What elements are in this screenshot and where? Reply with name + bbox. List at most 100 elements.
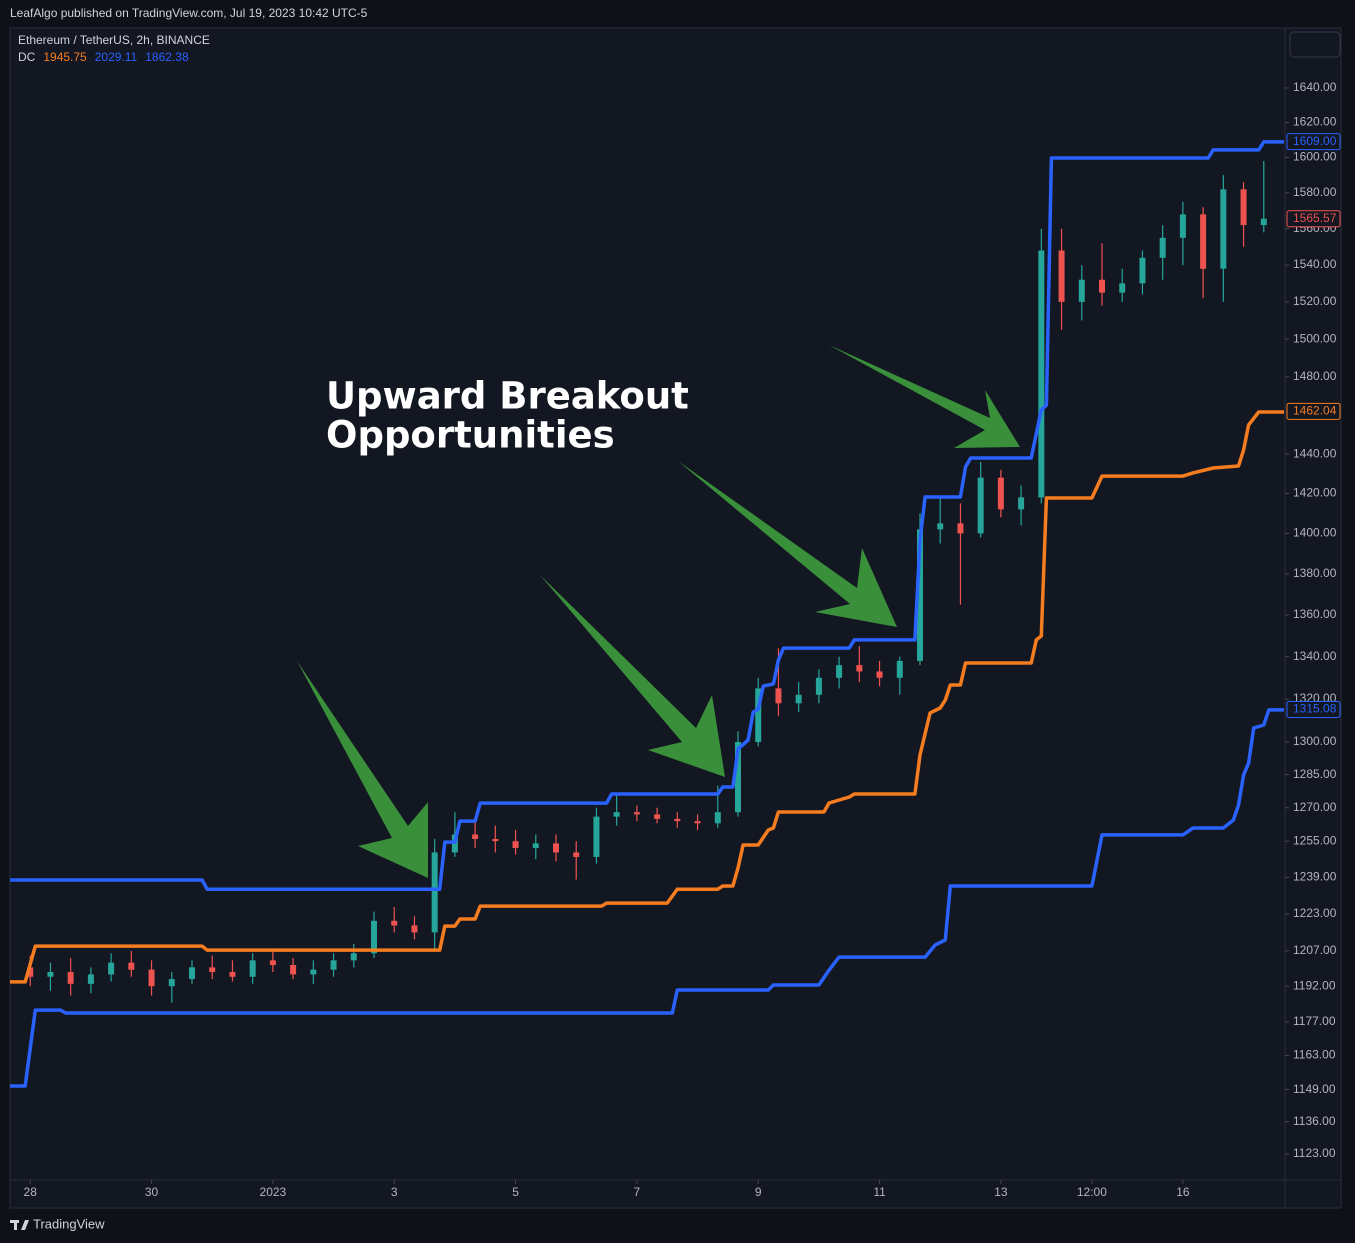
candle-body [674,818,681,822]
arrow [678,461,897,627]
plot-area [10,140,1284,1088]
candle-body [1159,237,1166,258]
y-tick-label: 1285.00 [1293,767,1337,781]
publisher: LeafAlgo published on TradingView.com, J… [10,6,368,20]
symbol: Ethereum / TetherUS, 2h, BINANCE [18,33,210,47]
candle-body [391,920,398,926]
candle-body [1220,189,1227,269]
indicator-value: 1862.38 [145,50,189,64]
x-tick-label: 11 [873,1185,886,1199]
logo-mark [21,1220,29,1230]
candle-body [876,671,883,678]
y-tick-label: 1380.00 [1293,566,1337,580]
candle-body [1078,279,1085,302]
candle-body [1200,214,1207,269]
y-tick-label: 1223.00 [1293,906,1337,920]
y-tick-label: 1640.00 [1293,80,1337,94]
y-tick-label: 1255.00 [1293,833,1337,847]
y-tick-label: 1192.00 [1293,978,1336,992]
price-tag-label: 1565.57 [1293,211,1337,225]
candle-body [532,843,539,848]
candle-body [189,967,195,980]
candle-body [168,979,175,987]
candle-body [1240,189,1247,226]
price-tag [1286,402,1341,420]
candle-body [997,477,1004,510]
candle-body [633,812,640,815]
chart-panel [9,27,1342,1209]
x-tick-label: 28 [24,1185,38,1199]
price-tag-label: 1315.08 [1293,702,1337,716]
candle-body [411,925,418,933]
y-tick-label: 1400.00 [1293,526,1337,540]
y-tick-label: 1177.00 [1293,1014,1336,1028]
x-tick-label: 13 [994,1185,1008,1199]
indicator-value: 2029.11 [95,50,138,64]
y-tick-label: 1163.00 [1293,1048,1336,1062]
candle-body [613,812,620,817]
y-tick-label: 1360.00 [1293,607,1337,621]
arrow [829,345,1020,448]
y-tick-label: 1420.00 [1293,486,1337,500]
candle-body [290,965,297,975]
y-tick-label: 1500.00 [1293,331,1337,345]
brand: TradingView [33,1216,105,1231]
candle-body [856,665,863,672]
y-tick-label: 1600.00 [1293,150,1337,164]
y-tick-label: 1540.00 [1293,257,1337,271]
price-tag [1286,133,1341,151]
annotation: Upward Breakout [326,375,689,418]
candle-body [148,969,155,987]
candle-body [1139,257,1146,284]
candle-body [1018,497,1025,510]
candle-body [977,477,984,534]
x-tick-label: 12:00 [1077,1185,1107,1199]
x-tick-label: 16 [1176,1185,1190,1199]
candle-body [431,852,438,933]
y-tick-label: 1440.00 [1293,446,1337,460]
candle-body [67,972,74,984]
channel-line [10,410,1284,984]
candle-body [735,742,741,813]
y-tick-label: 1480.00 [1293,369,1337,383]
candle-body [896,660,903,678]
candle-body [1038,250,1045,498]
y-tick-label: 1300.00 [1293,734,1337,748]
candle-body [593,816,600,857]
candle-body [1119,283,1126,293]
price-tag-label: 1609.00 [1293,134,1337,148]
y-tick-label: 1340.00 [1293,649,1337,663]
indicator-name: DC [18,50,36,64]
candle-body [1058,250,1065,302]
candle-body [87,974,94,984]
channel-line [10,708,1284,1088]
x-tick-label: 30 [145,1185,159,1199]
candle-body [755,688,762,743]
price-tag-label: 1462.04 [1293,403,1337,417]
annotation: Opportunities [326,414,615,457]
scale-button[interactable] [1289,31,1341,58]
candle-body [269,960,276,966]
indicator-value: 1945.75 [43,50,87,64]
y-tick-label: 1520.00 [1293,294,1337,308]
x-tick-label: 5 [512,1185,519,1199]
candle-body [654,814,661,819]
candle-body [815,677,822,695]
candle-body [492,838,499,842]
candle-body [1260,218,1267,226]
x-tick-label: 2023 [260,1185,287,1199]
candle-body [775,688,782,704]
y-tick-label: 1239.00 [1293,869,1337,883]
candle-body [108,962,115,975]
candle-body [714,812,721,824]
arrow [540,575,725,777]
logo-mark [14,1220,17,1230]
arrow [297,661,428,878]
arrows [297,345,1020,878]
price-tag [1286,701,1341,719]
candle-body [249,960,256,977]
candle-body [371,920,377,954]
x-tick-label: 7 [634,1185,641,1199]
y-tick-label: 1207.00 [1293,943,1337,957]
